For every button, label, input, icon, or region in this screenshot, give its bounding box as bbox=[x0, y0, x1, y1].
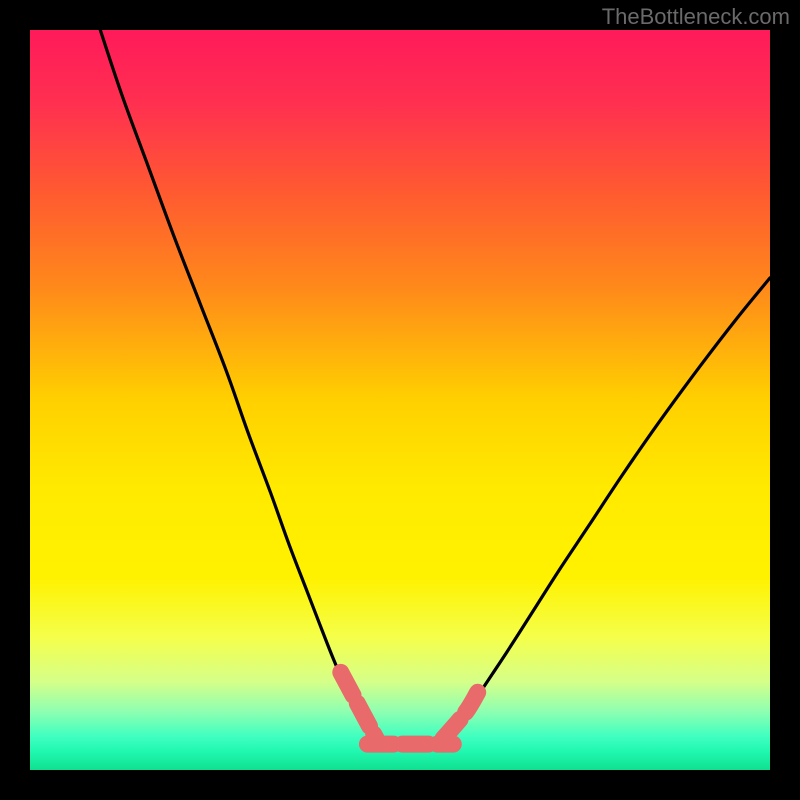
bottleneck-curve-right bbox=[444, 278, 770, 738]
accent-segment-right bbox=[443, 692, 478, 739]
bottleneck-curve-left bbox=[100, 30, 376, 737]
accent-segment-left bbox=[341, 672, 377, 739]
curve-overlay bbox=[30, 30, 770, 770]
watermark-text: TheBottleneck.com bbox=[602, 4, 790, 30]
plot-area bbox=[30, 30, 770, 770]
